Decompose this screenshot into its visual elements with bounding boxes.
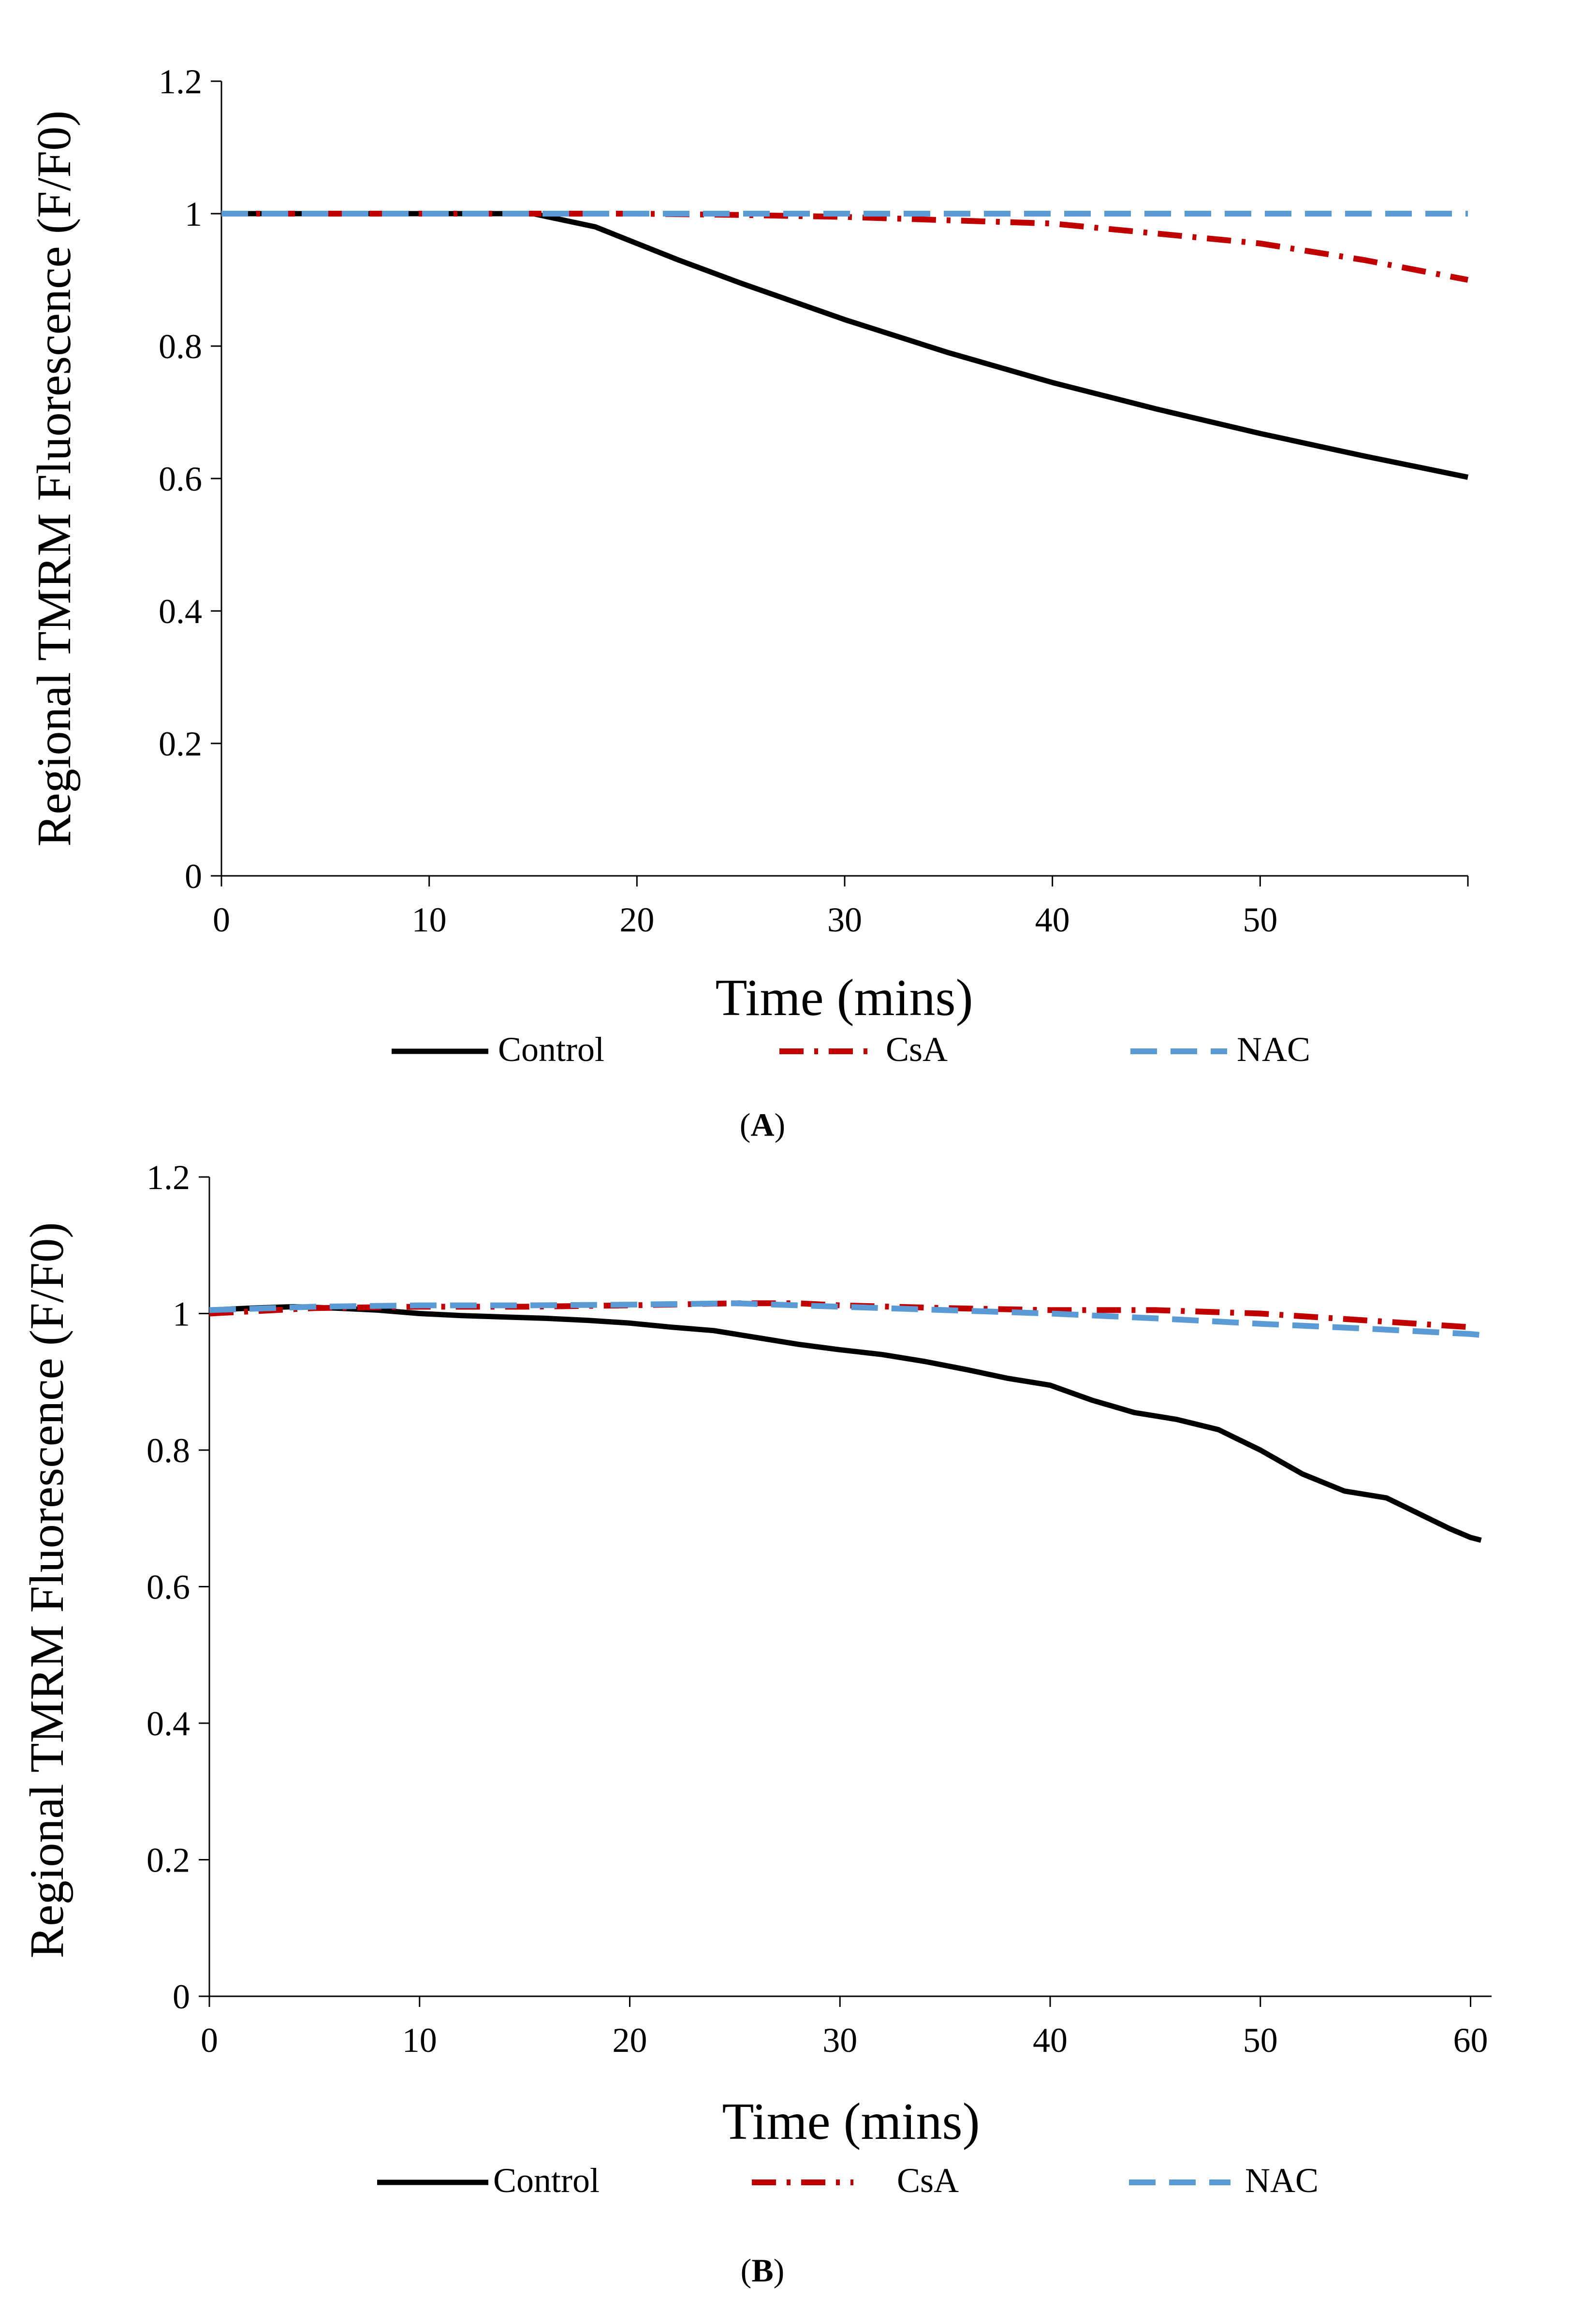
caption-open: ( — [740, 1106, 751, 1143]
y-tick-label: 0.6 — [146, 1568, 190, 1607]
y-tick-label: 1 — [173, 1295, 190, 1334]
series-line-control — [221, 211, 1469, 480]
legend-label-control: Control — [498, 1030, 604, 1069]
legend: Control CsA NAC — [392, 1030, 1310, 1069]
x-tick-label: 60 — [1453, 2021, 1488, 2060]
y-tick-label: 1.2 — [159, 62, 202, 101]
y-axis-title: Regional TMRM Fluorescence (F/F0) — [20, 1222, 73, 1959]
x-tick-label: 40 — [1035, 901, 1070, 939]
y-tick-label: 0.2 — [146, 1841, 190, 1880]
caption-open: ( — [741, 2252, 752, 2289]
caption-close: ) — [775, 1106, 786, 1143]
y-tick-label: 0.4 — [146, 1704, 190, 1743]
panel-caption: (A) — [740, 1106, 785, 1143]
x-axis-title: Time (mins) — [715, 969, 973, 1027]
x-tick-label: 40 — [1033, 2021, 1068, 2060]
y-tick-label: 0.8 — [159, 327, 202, 366]
x-tick-label: 10 — [412, 901, 447, 939]
y-tick-label: 0.4 — [159, 592, 202, 631]
caption-letter: A — [750, 1106, 774, 1143]
y-tick-label: 0 — [173, 1977, 190, 2016]
x-tick-label: 30 — [822, 2021, 857, 2060]
legend-label-nac: NAC — [1245, 2161, 1318, 2200]
chart-panel-B: 0 0.2 0.4 0.6 0.8 1 1.2 0 10 20 30 40 50 60 Time (mins… — [20, 1158, 1492, 2289]
x-tick-label: 10 — [402, 2021, 437, 2060]
x-tick-label: 0 — [201, 2021, 218, 2060]
legend-label-csa: CsA — [886, 1030, 948, 1069]
x-tick-label: 20 — [619, 901, 654, 939]
y-tick-label: 0 — [185, 857, 202, 896]
y-tick-label: 0.8 — [146, 1431, 190, 1470]
y-tick-label: 1.2 — [146, 1158, 190, 1197]
y-tick-label: 1 — [185, 195, 202, 233]
caption-letter: B — [751, 2252, 773, 2289]
y-axis-title: Regional TMRM Fluorescence (F/F0) — [27, 111, 81, 847]
x-tick-label: 30 — [827, 901, 862, 939]
x-tick-label: 0 — [213, 901, 230, 939]
caption-close: ) — [774, 2252, 785, 2289]
chart-panel-A: 0 0.2 0.4 0.6 0.8 1 1.2 0 10 20 30 40 50 Time (mins) R… — [27, 62, 1469, 1143]
legend-label-control: Control — [493, 2161, 600, 2200]
x-tick-label: 50 — [1243, 901, 1277, 939]
y-tick-label: 0.6 — [159, 460, 202, 498]
series-line-control — [209, 1304, 1482, 1543]
series-line-nac — [209, 1300, 1492, 1339]
y-tick-label: 0.2 — [159, 725, 202, 763]
x-tick-label: 50 — [1243, 2021, 1278, 2060]
x-tick-label: 20 — [613, 2021, 647, 2060]
panel-caption: (B) — [741, 2252, 785, 2289]
series-line-csa — [221, 211, 1469, 283]
legend: Control CsA NAC — [377, 2161, 1318, 2200]
series-line-csa — [209, 1300, 1471, 1330]
legend-label-csa: CsA — [897, 2161, 959, 2200]
legend-label-nac: NAC — [1237, 1030, 1310, 1069]
x-axis-title: Time (mins) — [722, 2093, 980, 2150]
